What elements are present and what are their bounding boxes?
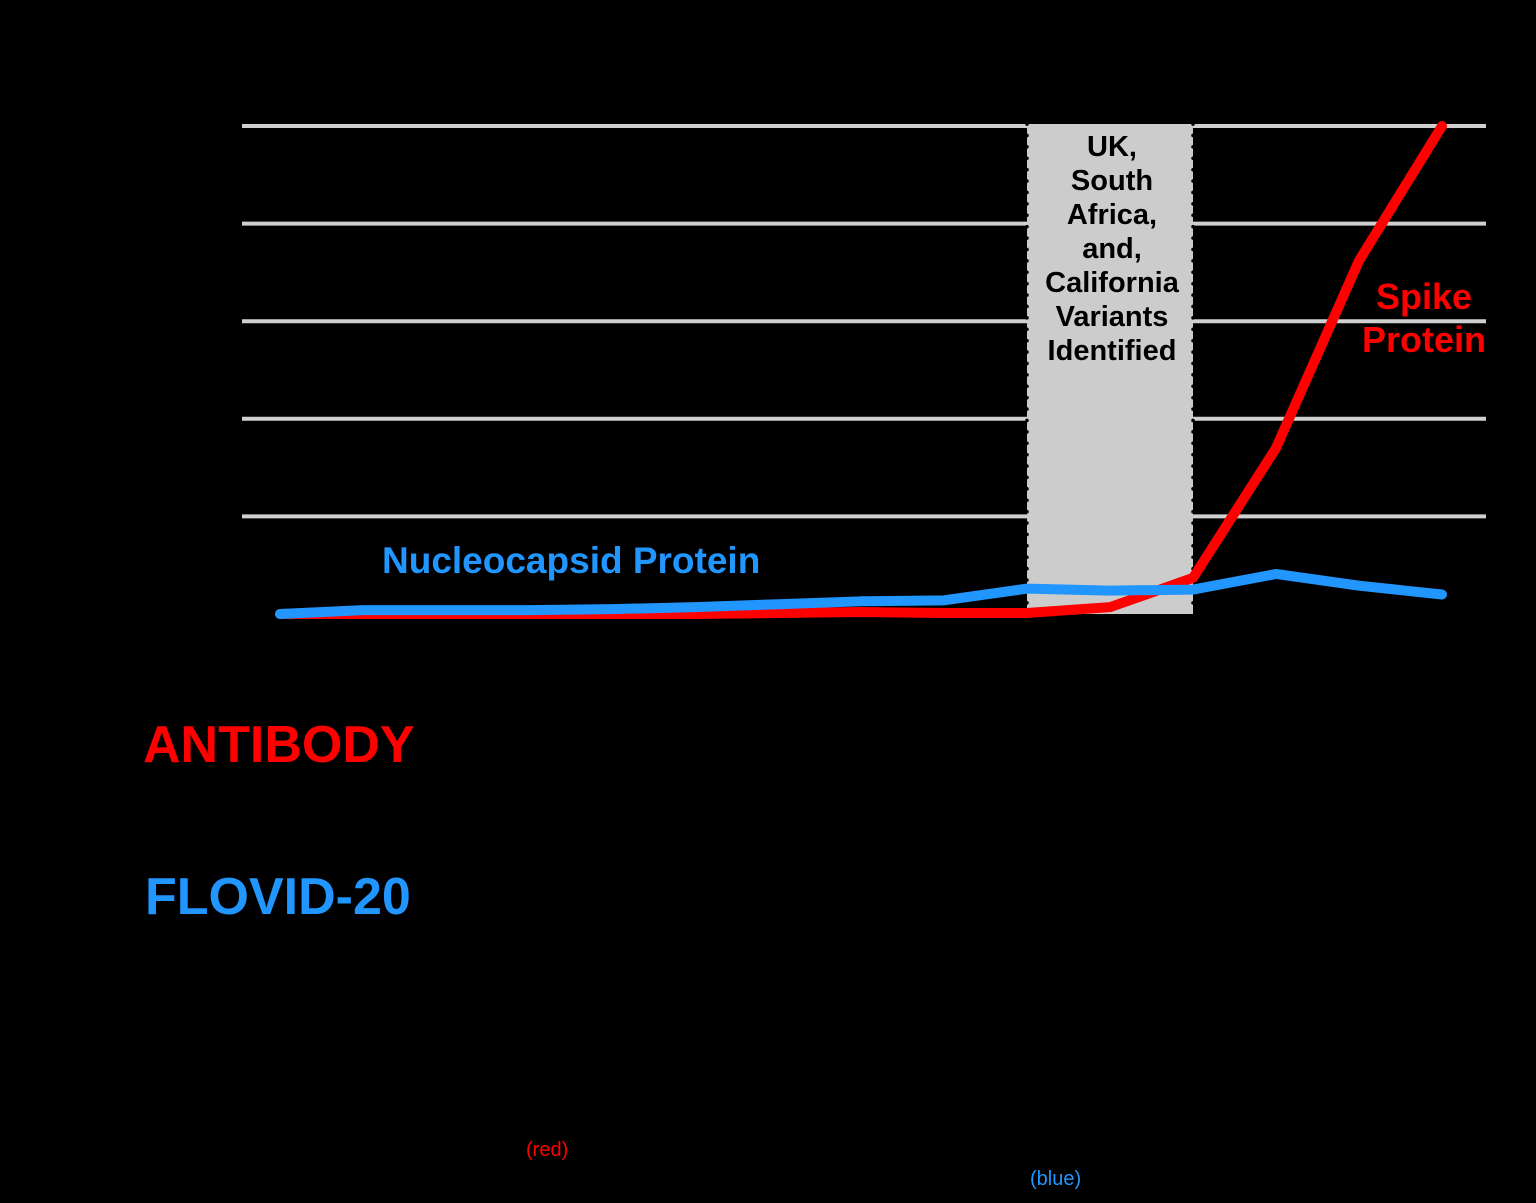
spike-protein-label: Spike Protein: [1361, 276, 1486, 360]
series-lines: [275, 121, 1447, 619]
blue-note: (blue): [1030, 1168, 1082, 1190]
shaded-band: [1027, 124, 1193, 614]
variant-annotation: UK, South Africa, and, California Varian…: [1045, 131, 1179, 367]
legend-flovid: FLOVID-20: [145, 868, 411, 926]
gridlines: [242, 124, 1486, 519]
nucleocapsid-protein-label: Nucleocapsid Protein: [382, 540, 761, 581]
nucleocapsid-protein-line: [275, 568, 1447, 619]
legend-antibody: ANTIBODY: [143, 716, 415, 774]
red-note: (red): [526, 1139, 569, 1161]
variant-shaded-region: [1025, 122, 1195, 616]
